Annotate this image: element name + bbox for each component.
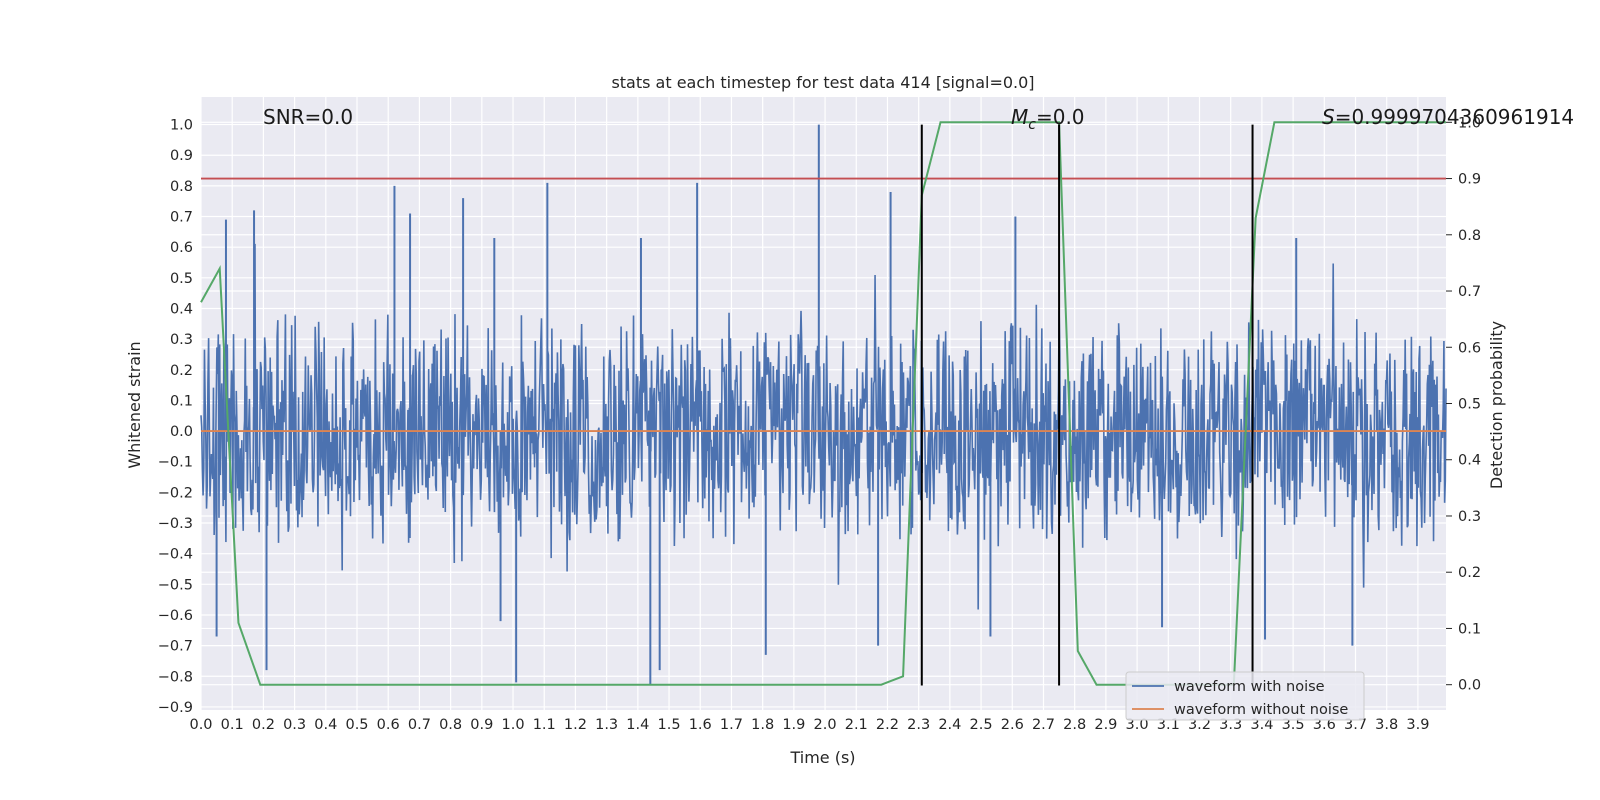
- x-tick-label: 1.5: [658, 717, 681, 733]
- y-tick-label: −0.2: [158, 485, 193, 501]
- probability-series: [200, 121, 1446, 686]
- mc-subscript: c: [1028, 117, 1036, 133]
- x-tick-label: 3.0: [1126, 717, 1149, 733]
- y-tick-label: 0.6: [170, 240, 193, 256]
- x-tick-label: 1.2: [564, 717, 587, 733]
- x-tick-label: 2.2: [876, 717, 899, 733]
- x-tick-label: 3.2: [1188, 717, 1211, 733]
- x-tick-label: 0.7: [408, 717, 431, 733]
- y-tick-label: 0.4: [170, 301, 193, 317]
- y2-tick-labels: 1.0 0.9 0.8 0.7 0.6 0.5 0.4 0.3 0.2 0.1 0.0: [1446, 115, 1481, 694]
- x-tick-label: 2.8: [1063, 717, 1086, 733]
- x-tick-label: 2.7: [1032, 717, 1055, 733]
- x-tick-label: 0.6: [377, 717, 400, 733]
- mc-value: =0.0: [1036, 105, 1085, 129]
- s-value: =0.9999704360961914: [1335, 105, 1574, 129]
- x-tick-label: 0.9: [470, 717, 493, 733]
- x-axis-label: Time (s): [789, 748, 855, 767]
- x-tick-label: 1.8: [751, 717, 774, 733]
- y2-axis-label: Detection probability: [1487, 321, 1506, 489]
- x-tick-label: 0.8: [439, 717, 462, 733]
- x-tick-label: 0.5: [345, 717, 368, 733]
- x-tick-label: 3.9: [1406, 717, 1429, 733]
- s-symbol: S: [1322, 105, 1335, 129]
- x-tick-label: 1.4: [626, 717, 649, 733]
- s-annotation: S=0.9999704360961914: [1322, 105, 1574, 129]
- x-tick-label: 0.2: [252, 717, 275, 733]
- chart-title: stats at each timestep for test data 414…: [611, 73, 1034, 92]
- x-tick-label: 3.6: [1313, 717, 1336, 733]
- y-axis-label: Whitened strain: [125, 341, 144, 468]
- y2-tick-label: 1.0: [1458, 115, 1481, 131]
- y2-tick-label: 0.3: [1458, 509, 1481, 525]
- y-tick-label: 0.7: [170, 210, 193, 226]
- x-tick-label: 1.6: [689, 717, 712, 733]
- y-tick-label: 0.1: [170, 393, 193, 409]
- y-tick-label: 0.3: [170, 332, 193, 348]
- y-tick-label: −0.5: [158, 577, 193, 593]
- noisy-waveform-series: [200, 124, 1447, 686]
- x-tick-label: 2.4: [938, 717, 961, 733]
- x-tick-label: 0.1: [221, 717, 244, 733]
- x-tick-label: 1.0: [501, 717, 524, 733]
- x-tick-label: 2.1: [845, 717, 868, 733]
- x-tick-label: 2.9: [1094, 717, 1117, 733]
- x-tick-label: 1.9: [782, 717, 805, 733]
- y2-tick-label: 0.6: [1458, 340, 1481, 356]
- legend: waveform with noise waveform without noi…: [1125, 671, 1365, 721]
- x-tick-label: 3.8: [1375, 717, 1398, 733]
- mc-symbol: M: [1011, 105, 1028, 129]
- y2-tick-label: 0.7: [1458, 284, 1481, 300]
- x-tick-label: 0.4: [314, 717, 337, 733]
- probability-line: [200, 121, 1446, 686]
- y-tick-label: −0.7: [158, 639, 193, 655]
- y-tick-label: 0.8: [170, 179, 193, 195]
- y-tick-label: −0.9: [158, 700, 193, 716]
- x-tick-label: 3.1: [1157, 717, 1180, 733]
- legend-label-noisy: waveform with noise: [1174, 679, 1325, 695]
- x-tick-label: 2.0: [814, 717, 837, 733]
- y-tick-labels: 1.0 0.9 0.8 0.7 0.6 0.5 0.4 0.3 0.2 0.1 0.0 −0.1 −0.…: [158, 118, 193, 716]
- legend-label-clean: waveform without noise: [1174, 702, 1348, 718]
- event-markers: [920, 124, 1254, 686]
- y2-tick-label: 0.0: [1458, 678, 1481, 694]
- noisy-waveform-line: [200, 243, 1447, 610]
- snr-annotation: SNR=0.0: [263, 105, 353, 129]
- y-tick-label: −0.8: [158, 669, 193, 685]
- y2-tick-label: 0.9: [1458, 172, 1481, 188]
- y2-tick-label: 0.2: [1458, 565, 1481, 581]
- y2-tick-label: 0.8: [1458, 228, 1481, 244]
- y-tick-label: 0.2: [170, 363, 193, 379]
- y-tick-label: 0.5: [170, 271, 193, 287]
- y2-tick-label: 0.4: [1458, 453, 1481, 469]
- y-tick-label: −0.6: [158, 608, 193, 624]
- x-tick-label: 3.5: [1282, 717, 1305, 733]
- y-tick-label: −0.3: [158, 516, 193, 532]
- x-tick-label: 0.0: [189, 717, 212, 733]
- y-tick-label: −0.4: [158, 547, 193, 563]
- x-tick-label: 3.4: [1250, 717, 1273, 733]
- x-tick-label: 3.3: [1219, 717, 1242, 733]
- x-tick-label: 1.7: [720, 717, 743, 733]
- y-tick-label: −0.1: [158, 455, 193, 471]
- y-tick-label: 1.0: [170, 118, 193, 134]
- legend-box: [1125, 671, 1365, 721]
- x-tick-label: 2.5: [970, 717, 993, 733]
- x-tick-label: 1.1: [533, 717, 556, 733]
- mc-annotation: Mc=0.0: [1011, 105, 1085, 133]
- y-tick-label: 0.0: [170, 424, 193, 440]
- x-tick-label: 2.3: [907, 717, 930, 733]
- x-tick-label: 3.7: [1344, 717, 1367, 733]
- y-tick-label: 0.9: [170, 148, 193, 164]
- y2-tick-label: 0.1: [1458, 621, 1481, 637]
- y2-tick-label: 0.5: [1458, 397, 1481, 413]
- x-tick-label: 2.6: [1001, 717, 1024, 733]
- x-tick-label: 0.3: [283, 717, 306, 733]
- x-tick-labels: 0.0 0.1 0.2 0.3 0.4 0.5 0.6 0.7 0.8 0.9 1.0 1.1 1.2 1…: [189, 717, 1429, 733]
- x-tick-label: 1.3: [595, 717, 618, 733]
